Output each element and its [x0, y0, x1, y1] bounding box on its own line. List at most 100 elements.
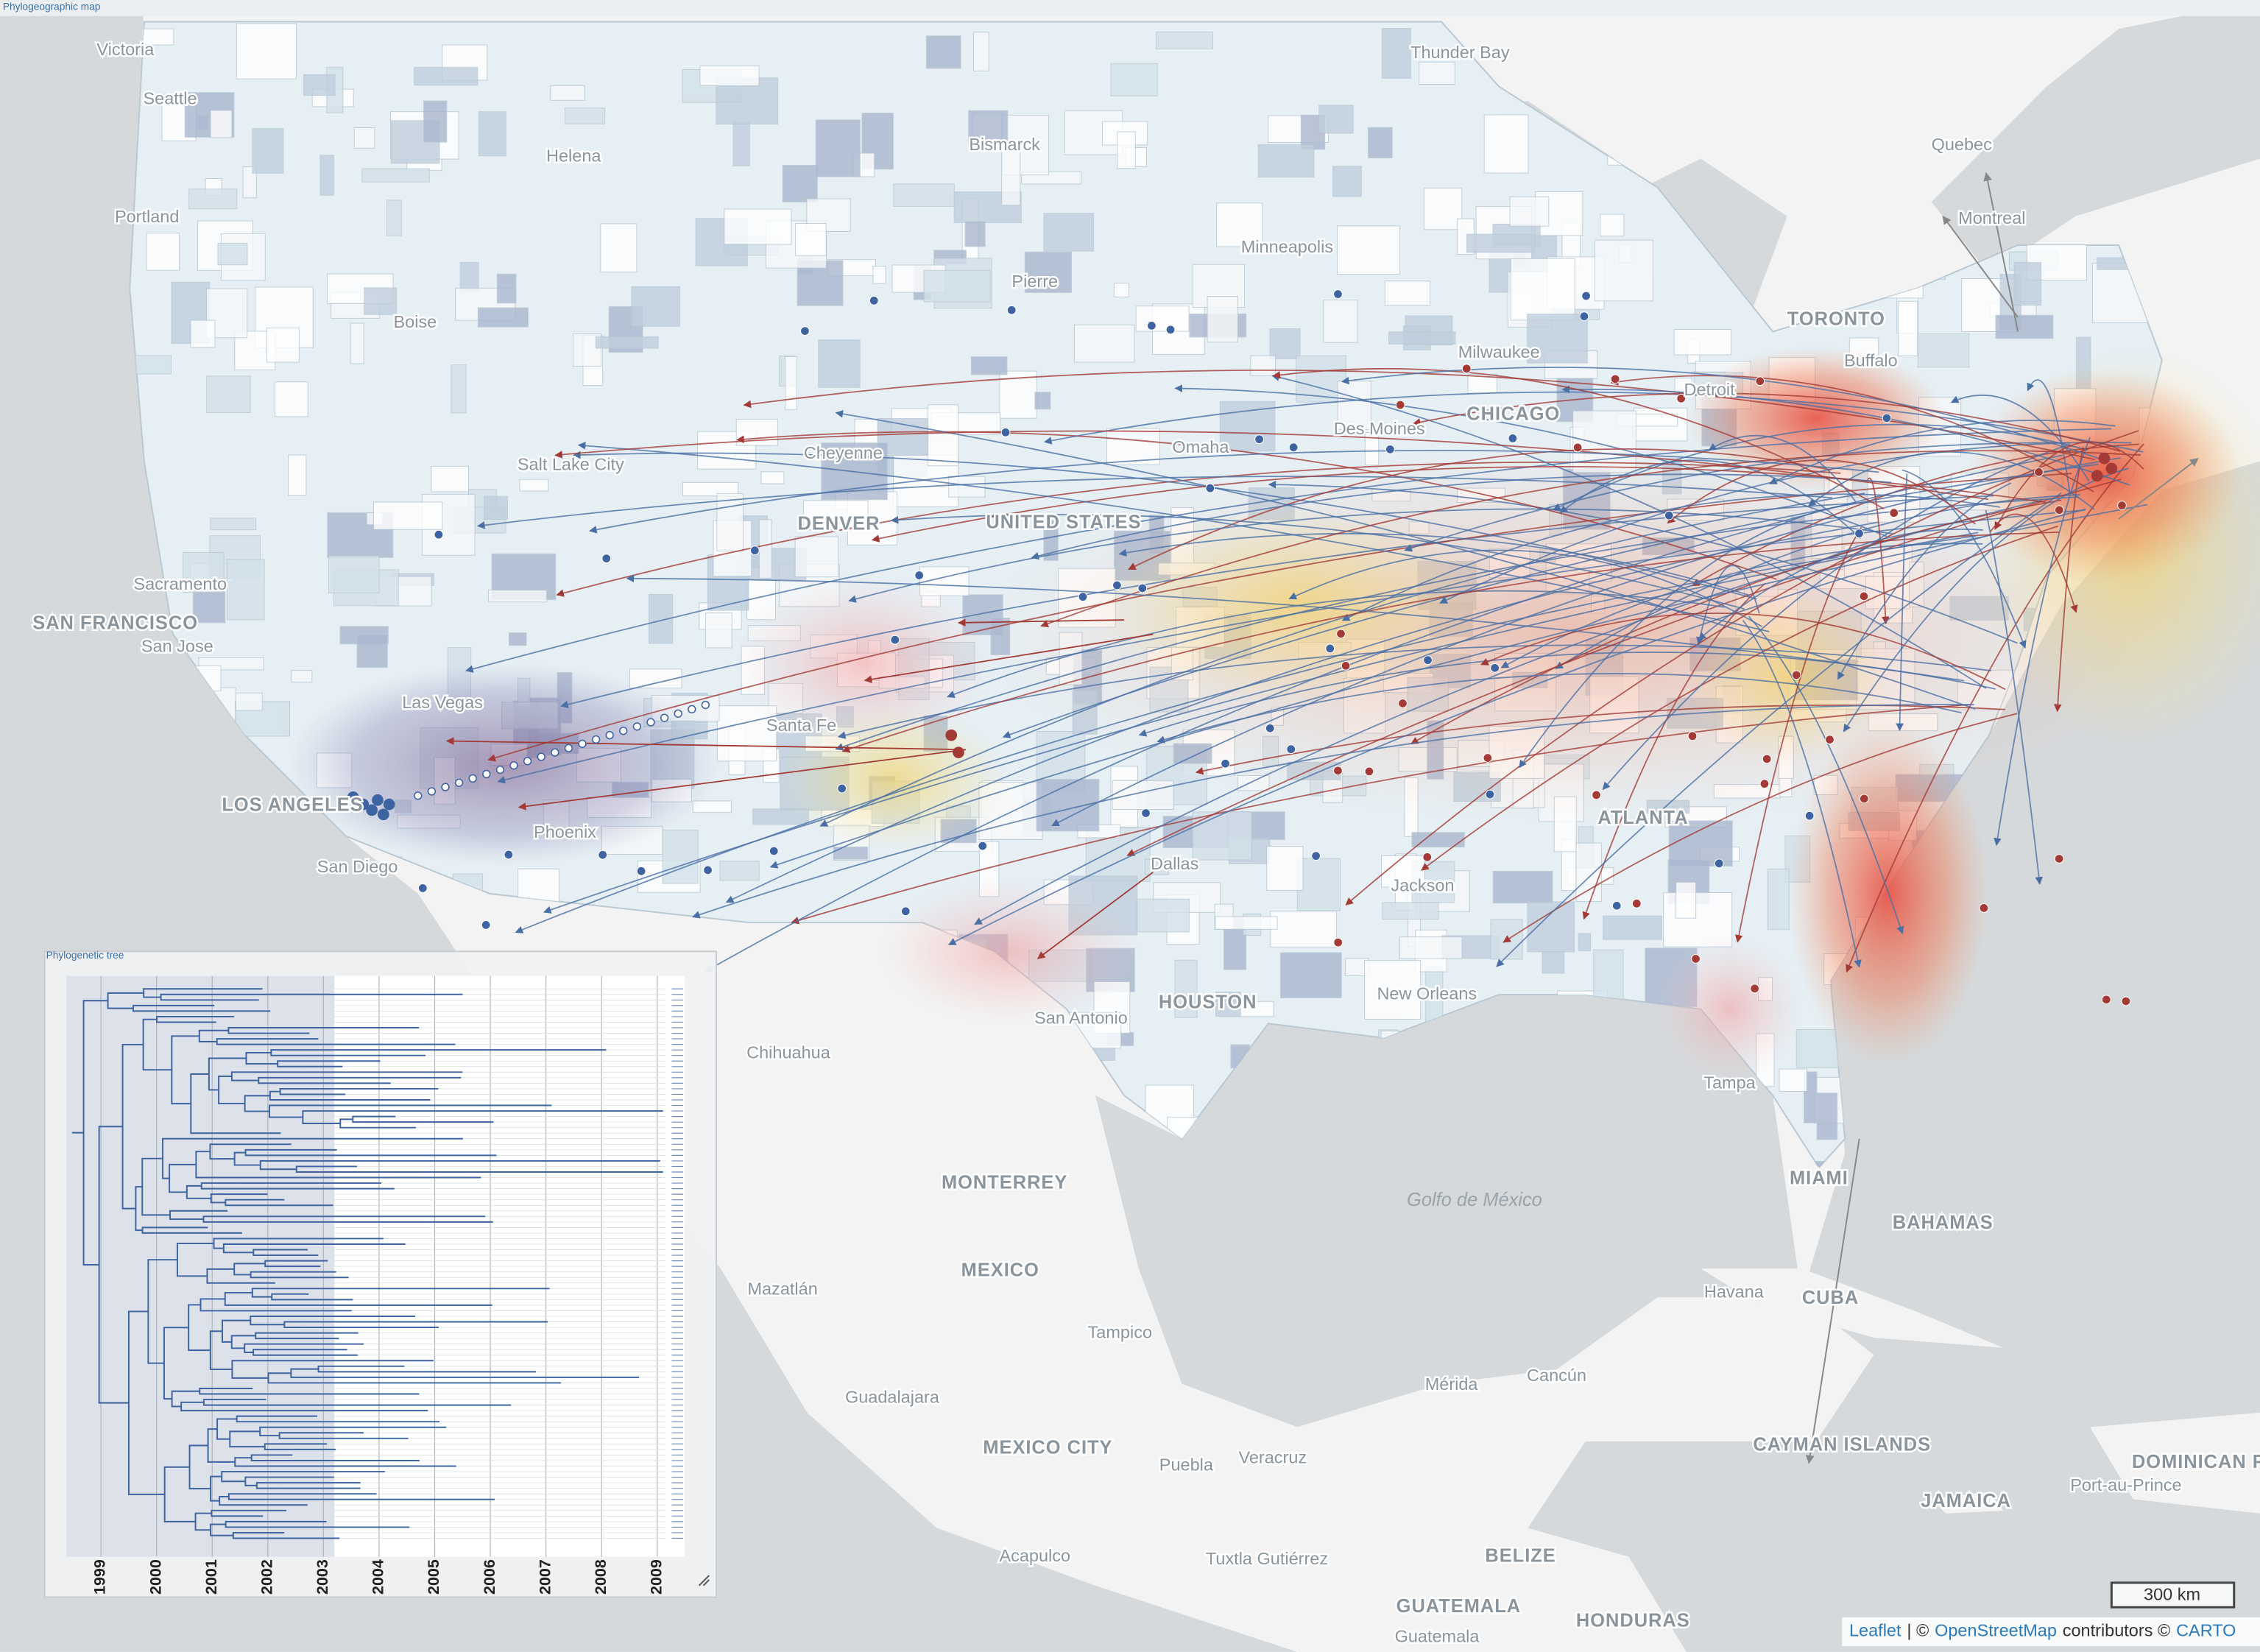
- city-label: Helena: [546, 147, 601, 166]
- county: [1575, 842, 1602, 903]
- tree-year-label: 2001: [202, 1559, 220, 1595]
- sample: [1333, 766, 1343, 776]
- sample-open: [701, 700, 710, 710]
- arc: [1837, 482, 2012, 680]
- county: [1110, 63, 1158, 96]
- county: [319, 155, 334, 196]
- county: [364, 287, 398, 315]
- county: [133, 355, 172, 375]
- sample: [2105, 462, 2118, 475]
- county: [242, 166, 257, 199]
- county: [600, 223, 638, 272]
- city-label: Phoenix: [534, 822, 596, 841]
- county: [803, 500, 869, 531]
- county: [631, 286, 681, 327]
- arc: [445, 737, 966, 751]
- arc: [554, 430, 1989, 501]
- city-label: Tampico: [1088, 1322, 1152, 1341]
- sample: [601, 554, 612, 563]
- county: [1270, 911, 1338, 947]
- sample-open: [468, 774, 477, 783]
- sample: [1755, 376, 1765, 386]
- county: [893, 183, 955, 207]
- sample: [1254, 434, 1264, 445]
- sample: [1882, 413, 1892, 423]
- tree-branch: [229, 1430, 265, 1448]
- county: [210, 518, 257, 531]
- county: [1215, 916, 1278, 930]
- sample: [1265, 723, 1275, 733]
- sample: [2054, 854, 2064, 864]
- county: [833, 846, 869, 860]
- arc: [1696, 565, 1760, 645]
- tree-year-label: 2005: [425, 1559, 442, 1595]
- sample: [1141, 808, 1151, 818]
- city-label: Victoria: [96, 40, 155, 59]
- sample: [1364, 766, 1374, 777]
- tree-branch: [270, 1049, 304, 1056]
- arc: [947, 590, 1726, 699]
- sample: [1759, 779, 1770, 789]
- tree-branch: [199, 1387, 221, 1395]
- arc: [974, 499, 2043, 925]
- county: [1995, 314, 2054, 339]
- county: [1113, 283, 1129, 297]
- sample: [1311, 851, 1321, 861]
- county: [252, 128, 284, 174]
- county: [1266, 846, 1304, 891]
- county: [1112, 780, 1174, 810]
- arc: [626, 574, 1964, 682]
- sample: [837, 783, 847, 794]
- sample-open: [660, 713, 669, 722]
- county: [291, 670, 313, 682]
- city-label: San Jose: [141, 636, 213, 655]
- city-label: Guadalajara: [845, 1387, 940, 1406]
- county: [815, 119, 861, 177]
- county: [1001, 145, 1021, 206]
- city-label: SAN FRANCISCO: [32, 613, 198, 634]
- arc: [1667, 459, 1976, 525]
- attribution-link[interactable]: Leaflet: [1849, 1621, 1901, 1640]
- sample-open: [427, 787, 437, 796]
- arc: [736, 431, 1777, 580]
- county: [508, 632, 527, 646]
- sample-open: [632, 722, 642, 731]
- arc: [1734, 526, 1862, 943]
- sample: [1461, 364, 1472, 374]
- arc: [1519, 504, 1850, 769]
- county: [1337, 381, 1371, 430]
- arc: [1051, 456, 2121, 827]
- attribution-link[interactable]: OpenStreetMap: [1935, 1621, 2057, 1640]
- city-label: BAHAMAS: [1893, 1212, 1994, 1233]
- tree-branch: [277, 1060, 306, 1067]
- tree-branch: [264, 1260, 297, 1268]
- sample-open: [495, 765, 505, 774]
- arc: [725, 521, 1879, 903]
- sample: [869, 295, 879, 306]
- sample: [1286, 744, 1296, 755]
- tree-branch: [271, 1293, 290, 1301]
- county: [1490, 919, 1523, 960]
- county: [1250, 355, 1276, 376]
- county: [372, 501, 443, 530]
- county: [1036, 779, 1100, 832]
- sample: [1483, 753, 1493, 763]
- sample: [1333, 289, 1343, 299]
- tree-year-label: 2009: [647, 1559, 665, 1595]
- city-label: Montreal: [1958, 208, 2025, 227]
- city-label: Dallas: [1151, 854, 1198, 873]
- county: [662, 829, 699, 884]
- resize-handle[interactable]: [698, 1575, 710, 1586]
- county: [760, 471, 785, 484]
- county: [1192, 811, 1252, 861]
- city-label: Detroit: [1684, 380, 1735, 399]
- attribution-link[interactable]: CARTO: [2176, 1621, 2236, 1640]
- county: [550, 85, 585, 101]
- arc: [1901, 469, 2027, 649]
- tree-year-label: 2003: [314, 1559, 331, 1595]
- tree-branch: [244, 1095, 270, 1112]
- arc: [1031, 473, 1892, 560]
- county: [1174, 959, 1198, 1018]
- sample: [377, 808, 389, 821]
- tree-year-label: 2006: [481, 1559, 498, 1595]
